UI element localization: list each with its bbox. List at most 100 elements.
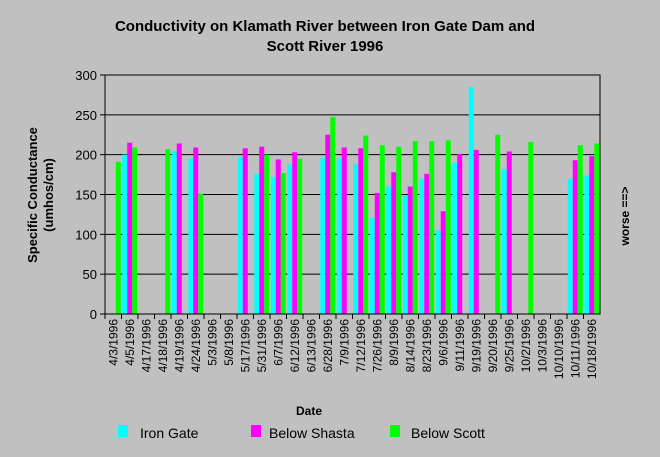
bar-iron-gate [501,169,507,314]
x-tick-label: 7/26/1996 [370,319,384,373]
bar-below-shasta [259,146,265,314]
bar-below-shasta [506,151,512,314]
bar-below-shasta [589,156,595,314]
x-tick-label: 10/2/1996 [519,319,533,373]
bar-iron-gate [468,86,474,314]
y-tick-label: 0 [90,307,97,322]
bar-iron-gate [188,158,194,314]
bar-below-scott [132,147,138,314]
bar-below-scott [528,141,534,314]
bar-iron-gate [320,157,326,314]
y-axis-label-line-2: (umhos/cm) [41,158,56,232]
bar-iron-gate [402,195,408,314]
legend-swatch-iron-gate [118,425,128,437]
x-tick-label: 8/9/1996 [387,319,401,366]
x-tick-label: 9/25/1996 [502,319,516,373]
bar-below-shasta [457,153,463,314]
bar-below-shasta [473,149,479,314]
x-tick-label: 8/14/1996 [403,319,417,373]
bar-below-scott [495,134,501,314]
x-tick-label: 7/9/1996 [337,319,351,366]
bar-iron-gate [336,158,342,314]
bar-below-shasta [292,152,298,314]
bar-below-scott [577,145,583,314]
bar-below-scott [198,193,204,314]
bar-below-shasta [424,173,430,314]
y-tick-label: 150 [75,188,97,203]
legend-swatch-below-scott [390,425,400,437]
legend-label-iron-gate: Iron Gate [140,425,199,441]
y-tick-label: 100 [75,227,97,242]
bar-iron-gate [270,176,276,314]
bar-iron-gate [287,164,293,314]
bar-iron-gate [171,151,177,314]
bar-below-shasta [176,143,182,314]
right-axis-label: worse ==> [618,186,632,246]
y-axis-ticks: 0 50 100 150 200 250 300 [75,68,105,322]
legend-swatch-below-shasta [251,425,261,437]
legend: Iron Gate Below Shasta Below Scott [118,425,485,441]
x-tick-label: 9/6/1996 [436,319,450,366]
bar-iron-gate [452,162,458,314]
bar-below-scott [594,143,600,314]
bars [115,86,600,315]
y-axis-label-line-1: Specific Conductance [25,127,40,263]
bar-below-shasta [127,142,133,314]
bar-iron-gate [254,173,260,314]
x-tick-label: 9/20/1996 [486,319,500,373]
bar-iron-gate [567,178,573,314]
bar-below-scott [396,146,402,314]
bar-below-scott [445,140,451,314]
bar-iron-gate [369,217,375,314]
x-tick-label: 4/17/1996 [139,319,153,373]
x-tick-label: 6/12/1996 [288,319,302,373]
bar-below-scott [264,154,270,314]
bar-below-scott [363,135,369,314]
bar-below-shasta [572,160,578,314]
legend-label-below-scott: Below Scott [411,425,485,441]
bar-below-scott [412,141,418,314]
bar-below-scott [280,172,286,314]
bar-below-shasta [374,192,380,314]
bar-below-scott [165,149,171,314]
x-tick-label: 4/19/1996 [172,319,186,373]
x-tick-label: 4/3/1996 [106,319,120,366]
y-tick-label: 300 [75,68,97,83]
bar-below-shasta [242,148,248,314]
x-tick-label: 6/7/1996 [271,319,285,366]
bar-below-shasta [275,159,281,314]
x-tick-label: 10/18/1996 [585,319,599,379]
x-tick-label: 5/17/1996 [238,319,252,373]
bar-below-scott [429,141,435,314]
bar-below-shasta [407,186,413,314]
x-tick-label: 5/31/1996 [255,319,269,373]
bar-iron-gate [122,154,128,314]
bar-iron-gate [435,230,441,314]
bar-iron-gate [237,157,243,314]
x-tick-label: 7/12/1996 [354,319,368,373]
legend-label-below-shasta: Below Shasta [269,425,355,441]
x-tick-label: 6/13/1996 [304,319,318,373]
bar-iron-gate [353,164,359,314]
bar-iron-gate [386,186,392,314]
x-tick-label: 4/24/1996 [189,319,203,373]
bar-below-shasta [358,148,364,314]
bar-below-shasta [341,147,347,314]
x-tick-label: 8/23/1996 [420,319,434,373]
x-tick-label: 9/11/1996 [453,319,467,372]
y-tick-label: 250 [75,108,97,123]
chart-title-line-1: Conductivity on Klamath River between Ir… [115,18,535,35]
bar-below-scott [379,145,385,314]
bar-below-scott [297,158,303,314]
bar-iron-gate [584,175,590,314]
x-tick-label: 10/10/1996 [552,319,566,379]
bar-iron-gate [419,178,425,314]
x-tick-label: 6/28/1996 [321,319,335,373]
bar-below-shasta [391,172,397,314]
x-tick-label: 9/19/1996 [469,319,483,373]
x-tick-label: 4/18/1996 [156,319,170,373]
bar-below-scott [115,161,121,314]
y-tick-label: 200 [75,148,97,163]
